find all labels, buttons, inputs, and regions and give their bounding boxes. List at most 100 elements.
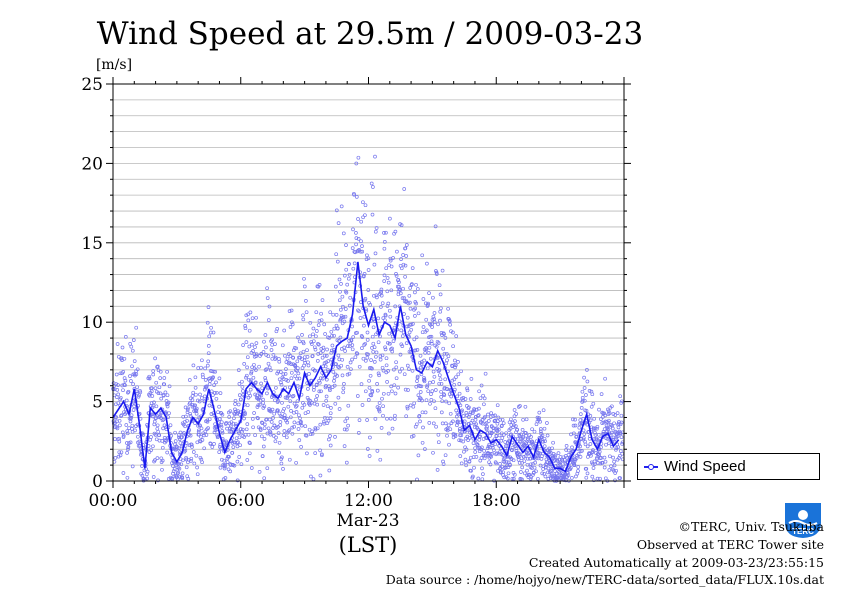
- raw-sample-point: [256, 416, 260, 421]
- raw-sample-point: [486, 419, 491, 423]
- raw-sample-point: [482, 402, 486, 407]
- raw-sample-point: [206, 351, 211, 356]
- raw-sample-point: [249, 371, 253, 376]
- raw-sample-point: [247, 440, 252, 445]
- raw-sample-point: [354, 236, 359, 240]
- raw-sample-point: [388, 258, 393, 263]
- raw-sample-point: [277, 440, 282, 445]
- raw-sample-point: [513, 444, 518, 448]
- raw-sample-point: [317, 380, 322, 385]
- raw-sample-point: [220, 412, 225, 417]
- raw-sample-point: [420, 253, 425, 258]
- raw-sample-point: [469, 377, 474, 381]
- raw-sample-point: [253, 433, 257, 438]
- raw-sample-point: [591, 466, 596, 470]
- raw-sample-point: [234, 422, 238, 427]
- raw-sample-point: [288, 325, 293, 329]
- raw-sample-point: [375, 295, 379, 300]
- raw-sample-point: [141, 433, 146, 437]
- raw-sample-point: [343, 307, 348, 311]
- raw-sample-point: [266, 354, 271, 359]
- raw-sample-point: [119, 414, 123, 418]
- raw-sample-point: [338, 289, 342, 294]
- raw-sample-point: [578, 444, 582, 449]
- raw-sample-point: [260, 454, 265, 458]
- raw-sample-point: [382, 231, 386, 235]
- raw-sample-point: [447, 442, 451, 447]
- raw-sample-point: [262, 422, 267, 427]
- raw-sample-point: [285, 420, 290, 425]
- raw-sample-point: [126, 389, 131, 394]
- raw-sample-point: [348, 341, 353, 346]
- raw-sample-point: [400, 334, 405, 338]
- raw-sample-point: [303, 424, 308, 429]
- raw-sample-point: [617, 456, 621, 460]
- raw-sample-point: [415, 287, 420, 291]
- raw-sample-point: [300, 405, 305, 410]
- raw-sample-point: [155, 456, 160, 460]
- raw-sample-point: [343, 349, 347, 353]
- raw-sample-point: [318, 376, 323, 381]
- raw-sample-point: [489, 411, 494, 415]
- raw-sample-point: [352, 192, 356, 197]
- raw-sample-point: [439, 395, 444, 399]
- raw-sample-point: [329, 406, 333, 410]
- raw-sample-point: [350, 343, 355, 347]
- raw-sample-point: [125, 441, 129, 445]
- raw-sample-point: [289, 370, 294, 375]
- raw-sample-point: [162, 423, 167, 428]
- raw-sample-point: [307, 372, 311, 376]
- raw-sample-point: [316, 352, 321, 356]
- raw-sample-point: [290, 322, 295, 327]
- raw-sample-point: [124, 423, 129, 427]
- raw-sample-point: [393, 229, 398, 234]
- raw-sample-point: [225, 426, 229, 431]
- wind-speed-series-line: [112, 261, 620, 473]
- raw-sample-point: [585, 471, 590, 476]
- raw-sample-point: [404, 341, 409, 345]
- raw-sample-point: [500, 436, 505, 440]
- raw-sample-point: [293, 363, 297, 367]
- raw-sample-point: [344, 290, 349, 295]
- raw-sample-point: [197, 428, 201, 433]
- raw-sample-point: [574, 434, 579, 439]
- raw-sample-point: [208, 442, 213, 446]
- raw-sample-point: [433, 406, 438, 411]
- raw-sample-point: [121, 471, 126, 475]
- raw-sample-point: [114, 415, 118, 419]
- raw-sample-point: [194, 409, 199, 413]
- raw-sample-point: [445, 358, 449, 363]
- raw-sample-point: [203, 378, 208, 382]
- raw-sample-point: [606, 427, 610, 432]
- raw-sample-point: [188, 433, 193, 438]
- raw-sample-point: [482, 449, 486, 453]
- raw-sample-point: [472, 408, 477, 413]
- raw-sample-point: [279, 461, 284, 466]
- raw-sample-point: [348, 295, 353, 300]
- raw-sample-point: [516, 457, 521, 462]
- raw-sample-point: [290, 431, 295, 436]
- raw-sample-point: [420, 440, 425, 445]
- raw-sample-point: [297, 339, 302, 344]
- raw-sample-point: [117, 439, 122, 444]
- raw-sample-point: [176, 470, 181, 475]
- raw-sample-point: [264, 367, 269, 372]
- raw-sample-point: [523, 443, 527, 448]
- raw-sample-point: [312, 385, 316, 390]
- raw-sample-point: [429, 341, 434, 346]
- raw-sample-point: [591, 401, 596, 406]
- raw-sample-point: [467, 436, 472, 440]
- raw-sample-point: [337, 339, 341, 343]
- raw-sample-point: [432, 399, 436, 404]
- raw-sample-point: [265, 296, 270, 300]
- raw-sample-point: [254, 368, 258, 372]
- raw-sample-point: [260, 386, 265, 391]
- raw-sample-point: [375, 449, 380, 453]
- raw-sample-point: [350, 347, 355, 352]
- raw-sample-point: [522, 440, 527, 444]
- raw-sample-point: [379, 426, 384, 430]
- raw-sample-point: [565, 470, 570, 475]
- raw-sample-point: [276, 431, 281, 435]
- raw-sample-point: [599, 445, 603, 450]
- raw-sample-point: [590, 392, 595, 397]
